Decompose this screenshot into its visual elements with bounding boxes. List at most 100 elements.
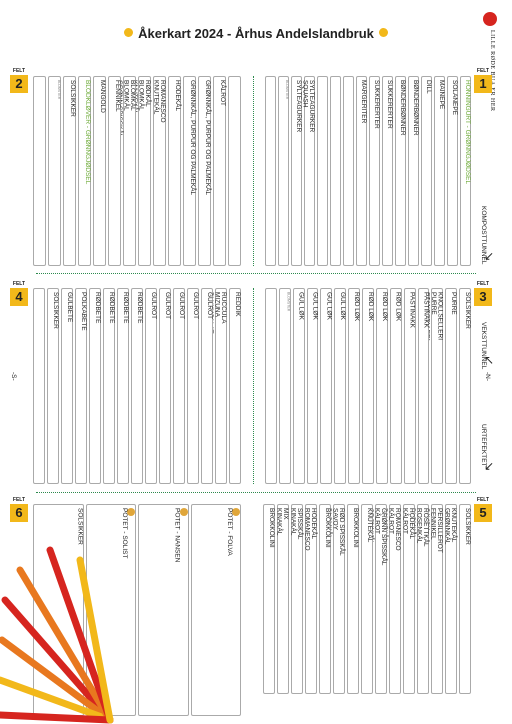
- bed-row: [265, 288, 277, 484]
- felt-number: 3: [474, 288, 492, 306]
- crop-label: KNUTEKÅL: [152, 80, 160, 115]
- crop-label: PURRE: [429, 292, 437, 315]
- felt-label: FELT: [12, 497, 26, 503]
- crop-label: ROSENKÅL: [415, 508, 423, 544]
- crop-label: KÅLROT: [387, 508, 395, 535]
- bed-row: [343, 76, 354, 266]
- bed-row: HONNINGURT - GRØNNGJØDSEL: [460, 76, 471, 266]
- field-3: SOLSIKKERPURREKNOLLSELLERIPURRESTANGSELL…: [264, 288, 472, 484]
- crop-label: KNUTEKÅL: [450, 508, 457, 543]
- bed-row: POTET - FOLVA: [190, 504, 241, 716]
- crop-label: RØDBETE: [94, 292, 101, 324]
- felt-number: 1: [474, 75, 492, 93]
- bed-row-content: [34, 80, 45, 84]
- bed-row: SOLSIKKER: [47, 288, 59, 484]
- bed-row: BØNDERBØNNER: [408, 76, 419, 266]
- bed-row-content: RØD LØK: [377, 292, 388, 325]
- crop-label: POTET - NANSEN: [173, 508, 181, 563]
- crop-label: KNUTEKÅL: [366, 508, 373, 543]
- crop-label: SOLSIKKER: [463, 292, 471, 329]
- bed-row: ROMANESCO KNUTEKÅL: [153, 76, 166, 266]
- bed-row: RØD LØK: [348, 288, 361, 484]
- bed-row: BLOMKÅLBLOMKÅLGRØNN SPISSKÅL: [116, 76, 136, 266]
- bed-row: MAINEPE: [434, 76, 445, 266]
- bed-row: BLODKLØVER - GRØNNGJØDSEL: [78, 76, 91, 266]
- red-sun-icon: [483, 12, 497, 26]
- crop-label: FENNIKEL: [114, 80, 121, 112]
- crop-label: SOLSIKKER: [76, 508, 84, 545]
- crop-label: MIX: [282, 508, 289, 520]
- crop-label: RUCCULA: [220, 292, 227, 324]
- kompost-label: KOMPOSTTUNNEL: [480, 206, 487, 265]
- bed-row: SOLSIKKER: [459, 504, 471, 694]
- bed-row: RØD LØK: [389, 288, 402, 484]
- crop-label: GULROT: [150, 292, 157, 320]
- crop-label: BLOMKÅL: [122, 80, 130, 111]
- bed-row-content: BROKKOLINI: [348, 508, 359, 552]
- felt-1-badge: FELT 1: [472, 68, 494, 93]
- crop-label: SYLTEAGURKER: [295, 80, 302, 133]
- bed-row: DILL: [421, 76, 432, 266]
- bed-row: GULROT: [187, 288, 199, 484]
- sun-rays-decoration: [0, 546, 114, 724]
- crop-label: RØD LØK: [394, 292, 402, 322]
- crop-label: MARGERITER: [360, 80, 367, 124]
- felt-label: FELT: [12, 281, 26, 287]
- crop-label: BØNDERBØNNER: [399, 80, 406, 136]
- bed-row-content: RØD LØK: [391, 292, 402, 325]
- bed-row: KNUTEKÅL: [361, 504, 373, 694]
- bed-row-content: KNUTEKÅL GRØNNKÅL: [444, 508, 458, 548]
- bed-row: RØDBETE: [103, 288, 115, 484]
- crop-label: RØD SPISSKÅL: [338, 508, 345, 556]
- yellow-dot-icon: [378, 28, 388, 37]
- bed-row-content: BROKKOLINI: [264, 508, 275, 552]
- crop-label: KÅLROT: [401, 508, 409, 535]
- bed-row-content: DILL: [422, 80, 432, 98]
- bed-row-content: SUKKERERTER: [383, 80, 393, 133]
- bed-row-content: SOLSIKKER: [64, 80, 76, 121]
- crop-label: GULROT: [178, 292, 185, 320]
- bed-row: PASTINAKK: [403, 288, 416, 484]
- crop-label: BROKKOLINI: [324, 508, 331, 548]
- bed-row: SUKKERERTER: [369, 76, 380, 266]
- bed-row: GUL LØK: [306, 288, 319, 484]
- crop-label: KÅLROT: [373, 508, 381, 535]
- crop-label: BROKKOLINI: [352, 508, 359, 548]
- bed-row-content: ROSETTKÅLROSENKÅLBLOMKÅL: [409, 508, 429, 551]
- bed-row: RØDBETE: [131, 288, 143, 484]
- felt-label: FELT: [12, 68, 26, 74]
- bed-row: PERSILLEROTFENNIKELSAVOY: [423, 504, 443, 694]
- bed-row: KNUTEKÅL GRØNNKÅL: [444, 504, 458, 694]
- bed-row-content: BLOMSTER: [280, 292, 291, 315]
- bed-row: SPISSKÅL KINAKÅL: [290, 504, 303, 694]
- crop-label: PURRE: [450, 292, 458, 315]
- bed-row: BØNDERBØNNER: [395, 76, 406, 266]
- bed-row-content: GULROT: [146, 292, 157, 323]
- crop-label: MANGOLD: [99, 80, 106, 113]
- crop-label: BLOMSTER: [286, 292, 291, 312]
- bed-row: BROKKOLINI: [347, 504, 359, 694]
- crop-label: GUL LØK: [325, 292, 333, 320]
- crop-label: RØD LØK: [366, 292, 374, 322]
- bed-row: GULROT: [145, 288, 157, 484]
- bed-row: GULROT: [159, 288, 171, 484]
- path-separator: [253, 76, 254, 266]
- bed-row-content: SYLTEAGURKER SQUASH: [302, 80, 316, 136]
- bed-row: SOLANEPE: [447, 76, 458, 266]
- crop-label: POTET - SOLIST: [121, 508, 128, 559]
- bed-row-content: [266, 80, 275, 84]
- bed-row: RØD LØK: [375, 288, 388, 484]
- felt-3-badge: FELT 3: [472, 281, 494, 306]
- felt-4-badge: FELT 4: [8, 281, 30, 306]
- title-text: Åkerkart 2024 - Århus Andelslandbruk: [138, 26, 374, 41]
- crop-label: SAVOY: [331, 508, 339, 530]
- crop-label: MAINEPE: [438, 80, 445, 110]
- bed-row-content: MAINEPE: [435, 80, 445, 113]
- bed-row-content: POTET - SOLIST: [87, 508, 135, 562]
- crop-label: ROSETTKÅL: [422, 508, 429, 547]
- felt-6-badge: FELT 6: [8, 497, 30, 522]
- crop-label: RØD LØK: [380, 292, 388, 322]
- crop-label: BLOMKÅL: [129, 80, 136, 111]
- bed-row-content: KNUTEKÅL: [362, 508, 373, 546]
- bed-row: POLKABETE: [75, 288, 87, 484]
